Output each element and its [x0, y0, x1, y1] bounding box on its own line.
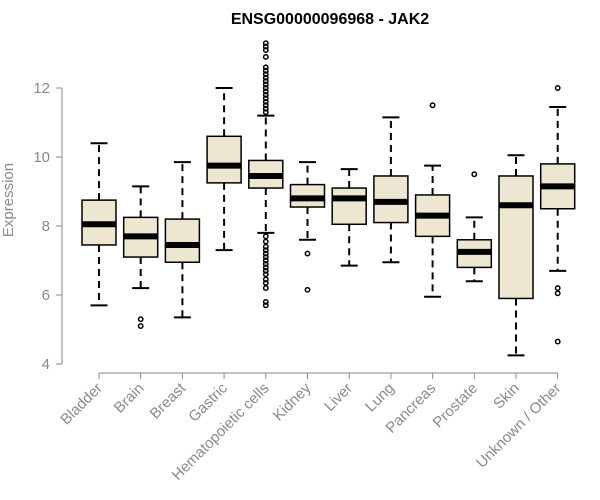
box-group-pancreas: [414, 102, 451, 298]
outlier-point: [262, 85, 269, 91]
iqr-box: [498, 175, 534, 300]
outlier-point: [262, 261, 269, 267]
outlier-point: [262, 238, 269, 245]
outlier-point: [304, 286, 311, 293]
outlier-point: [262, 78, 269, 85]
iqr-box: [331, 187, 367, 226]
outlier-point: [554, 290, 561, 297]
x-tick-label: Skin: [490, 380, 523, 413]
box-group-unknown-other: [539, 85, 576, 345]
x-tick-label: Liver: [321, 380, 356, 415]
x-tick-label: Prostate: [430, 380, 482, 432]
outlier-point: [554, 85, 561, 91]
outlier-point: [262, 302, 269, 309]
iqr-box: [206, 135, 242, 184]
outlier-point: [262, 279, 269, 286]
x-tick-label: Breast: [147, 379, 190, 422]
outlier-point: [262, 257, 269, 264]
box-group-lung: [373, 116, 409, 264]
y-tick-label: 12: [33, 80, 50, 97]
outlier-point: [262, 91, 269, 98]
outlier-point: [262, 271, 269, 278]
box-group-liver: [331, 168, 367, 267]
outlier-point: [262, 98, 269, 105]
outlier-point: [262, 71, 269, 78]
outlier-point: [554, 285, 561, 292]
box-group-bladder: [81, 142, 117, 307]
box-group-brain: [122, 185, 159, 329]
box-group-skin: [498, 154, 534, 357]
outlier-point: [137, 323, 144, 329]
outlier-point: [262, 109, 269, 116]
outlier-point: [262, 88, 269, 95]
outlier-point: [471, 171, 478, 178]
box-group-kidney: [289, 161, 326, 293]
chart-title: ENSG00000096968 - JAK2: [231, 11, 429, 28]
outlier-point: [262, 243, 269, 250]
y-axis: 4 6 8 10 12: [33, 80, 63, 373]
boxes: [81, 40, 576, 357]
outlier-point: [262, 64, 269, 71]
y-tick-label: 6: [42, 287, 50, 304]
box-group-gastric: [206, 87, 242, 252]
outlier-point: [262, 264, 269, 271]
outlier-point: [262, 267, 269, 274]
y-tick-label: 8: [42, 218, 50, 235]
x-tick-label: Brain: [111, 380, 148, 417]
outlier-point: [429, 102, 436, 109]
outlier-point: [262, 105, 269, 112]
outlier-point: [262, 276, 269, 283]
y-axis-label: Expression: [0, 163, 17, 237]
outlier-point: [262, 254, 269, 260]
y-tick-label: 10: [33, 149, 50, 166]
outlier-point: [262, 298, 269, 305]
outlier-point: [262, 67, 269, 74]
outlier-point: [554, 338, 561, 345]
box-group-hematopoietic-cells: [248, 40, 284, 309]
outlier-point: [304, 250, 311, 257]
box-group-breast: [164, 161, 201, 319]
outlier-point: [262, 81, 269, 88]
outlier-point: [262, 247, 269, 254]
x-tick-label: Lung: [362, 380, 398, 416]
x-tick-label: Kidney: [270, 379, 315, 424]
outlier-point: [262, 47, 269, 53]
y-tick-label: 4: [42, 356, 50, 373]
outlier-point: [262, 285, 269, 292]
outlier-point: [262, 250, 269, 257]
outlier-point: [262, 102, 269, 109]
outlier-point: [262, 40, 269, 47]
outlier-point: [262, 95, 269, 102]
outlier-point: [262, 74, 269, 81]
outlier-point: [137, 316, 144, 323]
outlier-point: [262, 43, 269, 50]
x-tick-label: Bladder: [57, 380, 106, 429]
iqr-box: [164, 218, 201, 263]
outlier-point: [262, 233, 269, 240]
outlier-point: [262, 54, 269, 60]
box-group-prostate: [456, 171, 493, 283]
